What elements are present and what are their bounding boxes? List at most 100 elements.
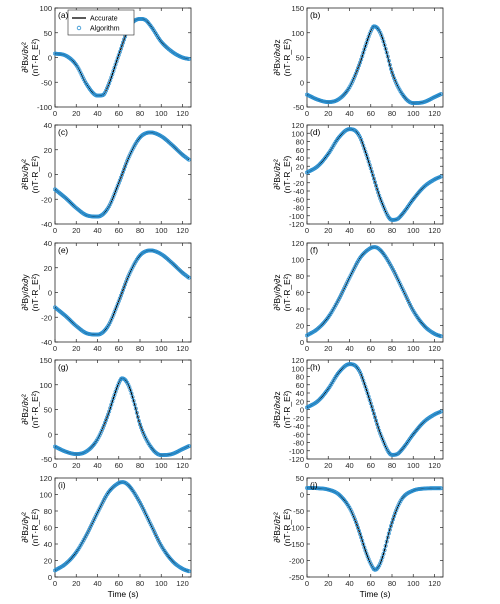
data-point <box>397 450 402 455</box>
y-axis-label-line1: ∂²Bx/∂x² <box>20 42 30 73</box>
panel-i: 0 20 40 60 80 100 120 0 20 40 60 80 100 120 (i) ∂²Bz/∂y… <box>20 474 192 599</box>
data-point <box>96 508 101 513</box>
data-point <box>153 533 158 538</box>
y-tick-label: -50 <box>41 78 52 87</box>
data-point <box>361 50 366 55</box>
data-point <box>381 551 386 556</box>
data-point <box>359 535 364 540</box>
x-tick-label: 0 <box>305 461 309 470</box>
y-axis-label-line1: ∂²Bz/∂x² <box>20 394 30 425</box>
data-point <box>68 201 73 205</box>
data-point <box>364 153 369 157</box>
x-tick-label: 0 <box>305 109 309 118</box>
data-point <box>128 388 133 393</box>
data-point <box>388 263 393 268</box>
x-tick-label: 40 <box>345 461 353 470</box>
data-point <box>112 65 117 70</box>
x-tick-label: 100 <box>155 344 168 353</box>
data-point <box>175 265 180 270</box>
y-tick-label: 80 <box>296 272 304 281</box>
series-markers-algorithm <box>305 24 443 105</box>
data-point <box>101 329 106 334</box>
data-point <box>144 18 149 23</box>
data-point <box>396 503 401 508</box>
y-axis-label-line2: (nT·R_E²) <box>30 273 40 311</box>
y-tick-label: 120 <box>291 121 304 130</box>
x-tick-label: 0 <box>53 344 57 353</box>
data-point <box>339 95 343 100</box>
data-point <box>127 271 132 276</box>
x-tick-label: 60 <box>115 579 123 588</box>
y-tick-label: -20 <box>41 195 52 204</box>
x-tick-label: 20 <box>324 109 332 118</box>
data-point <box>156 537 161 542</box>
data-point <box>100 212 105 217</box>
data-point <box>176 266 181 271</box>
data-point <box>397 280 402 285</box>
axes-box <box>54 477 192 578</box>
y-tick-label: -50 <box>293 507 304 516</box>
data-point <box>349 271 354 276</box>
data-point <box>340 495 345 500</box>
data-point <box>68 556 73 561</box>
x-tick-label: 100 <box>407 579 420 588</box>
data-point <box>63 561 68 566</box>
data-point <box>339 367 343 372</box>
data-point <box>375 422 380 427</box>
data-point <box>367 559 372 564</box>
data-point <box>128 151 133 156</box>
x-tick-label: 60 <box>115 109 123 118</box>
data-point <box>100 500 105 504</box>
panel-label: (i) <box>58 480 66 490</box>
x-tick-label: 20 <box>324 344 332 353</box>
y-tick-label: -50 <box>293 103 304 112</box>
data-point <box>143 435 148 440</box>
x-tick-label: 80 <box>388 226 396 235</box>
data-point <box>186 444 191 449</box>
data-point <box>397 501 402 506</box>
data-point <box>81 538 86 542</box>
data-point <box>155 535 159 540</box>
x-tick-label: 60 <box>367 226 375 235</box>
y-tick-label: -250 <box>289 573 304 582</box>
panel-label: (c) <box>58 127 68 137</box>
x-tick-label: 80 <box>388 109 396 118</box>
data-point <box>349 81 354 86</box>
panel-label: (j) <box>310 480 318 490</box>
data-point <box>109 402 114 407</box>
data-point <box>98 504 103 509</box>
data-point <box>82 79 87 84</box>
data-point <box>438 334 443 339</box>
data-point <box>176 148 181 153</box>
data-point <box>108 406 113 411</box>
x-tick-label: 80 <box>136 109 144 118</box>
data-point <box>384 50 389 55</box>
panel-label: (a) <box>58 10 69 20</box>
data-point <box>138 253 142 258</box>
data-point <box>96 435 101 440</box>
data-point <box>420 185 425 190</box>
data-point <box>71 203 76 208</box>
data-point <box>347 85 352 90</box>
y-tick-label: -60 <box>293 195 304 204</box>
y-tick-label: 120 <box>291 239 304 248</box>
data-point <box>340 131 345 136</box>
data-point <box>407 300 411 305</box>
data-point <box>95 437 100 442</box>
data-point <box>93 514 98 519</box>
data-point <box>369 404 374 409</box>
data-point <box>64 315 69 319</box>
series-markers-algorithm <box>53 376 191 457</box>
data-point <box>317 162 322 167</box>
x-tick-label: 120 <box>176 109 189 118</box>
x-tick-label: 40 <box>93 579 101 588</box>
panel-label: (e) <box>58 245 69 255</box>
data-point <box>186 57 191 61</box>
x-tick-label: 20 <box>72 344 80 353</box>
data-point <box>148 522 153 527</box>
y-tick-label: -100 <box>289 524 304 533</box>
data-point <box>377 247 382 252</box>
y-axis-label-line2: (nT·R_E²) <box>282 508 292 546</box>
data-point <box>131 398 136 403</box>
data-point <box>335 299 340 304</box>
